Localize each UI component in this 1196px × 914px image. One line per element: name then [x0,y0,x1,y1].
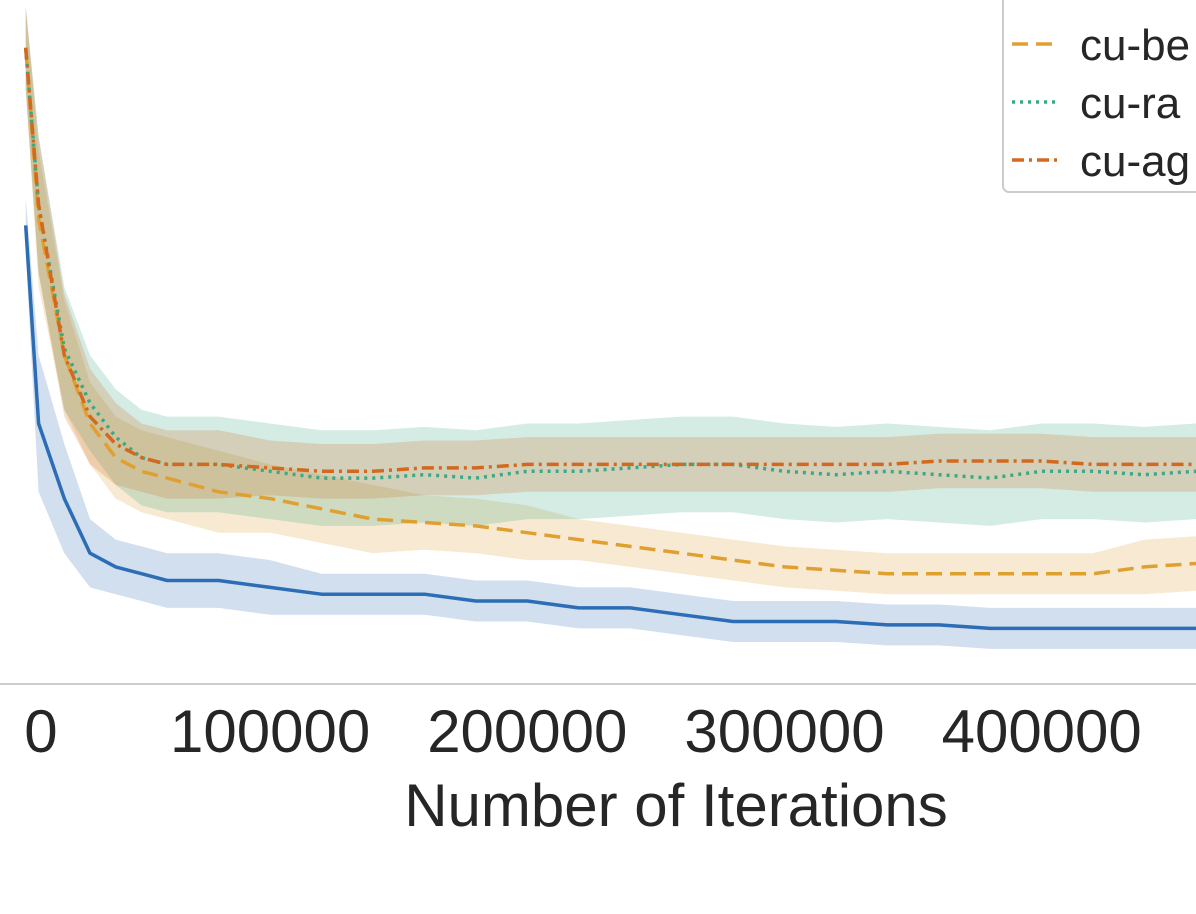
x-tick-label: 400000 [942,698,1142,765]
series-line-2 [23,47,1196,480]
legend-label: cu-be [1080,21,1190,70]
x-axis-title: Number of Iterations [404,772,948,839]
legend-label: cu-ra [1080,79,1181,128]
x-tick-label: 0 [24,698,57,765]
x-tick-label: 200000 [427,698,627,765]
series-line-0 [23,225,1196,631]
legend: cu-be cu-ra cu-ag [1002,0,1196,193]
series-band-3 [25,6,1196,499]
confidence-bands [25,6,1196,649]
x-tick-label: 300000 [684,698,884,765]
legend-frame [1002,0,1196,193]
x-tick-label: 100000 [170,698,370,765]
series-lines [23,47,1196,631]
x-tick-labels: 0 100000 200000 300000 400000 [24,698,1142,765]
series-line-3 [23,47,1196,474]
series-band-2 [25,6,1196,526]
legend-label: cu-ag [1080,137,1190,186]
series-line-1 [23,47,1196,576]
